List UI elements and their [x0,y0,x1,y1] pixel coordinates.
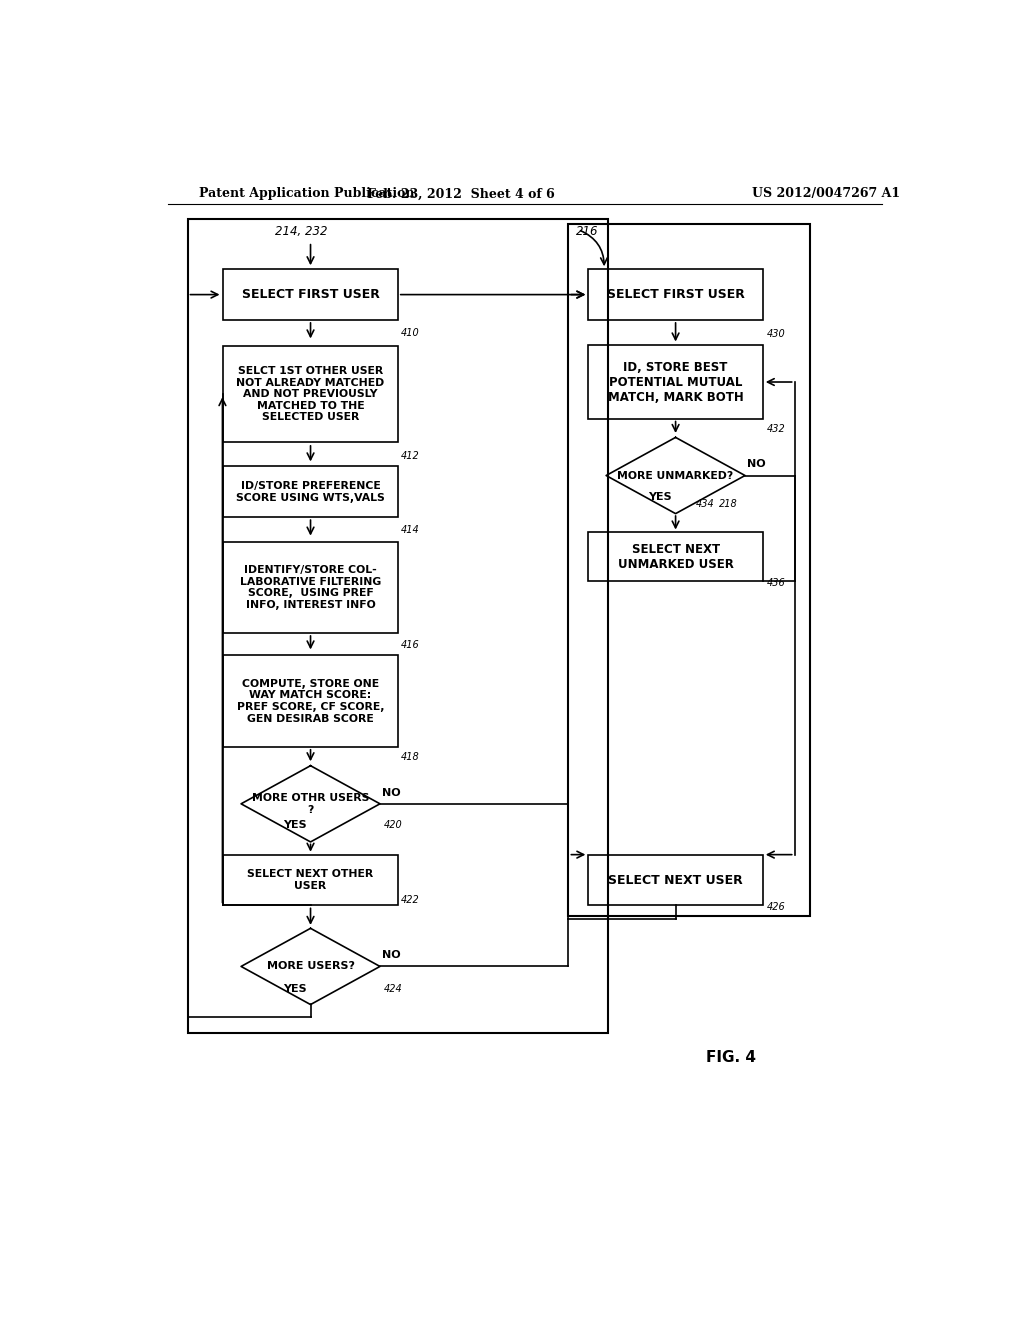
Text: 426: 426 [767,903,785,912]
Text: YES: YES [648,492,672,502]
Text: ID, STORE BEST
POTENTIAL MUTUAL
MATCH, MARK BOTH: ID, STORE BEST POTENTIAL MUTUAL MATCH, M… [607,360,743,404]
Text: 412: 412 [401,451,420,461]
Text: NO: NO [382,788,400,797]
Text: SELCT 1ST OTHER USER
NOT ALREADY MATCHED
AND NOT PREVIOUSLY
MATCHED TO THE
SELEC: SELCT 1ST OTHER USER NOT ALREADY MATCHED… [237,366,385,422]
FancyBboxPatch shape [588,532,763,581]
Text: IDENTIFY/STORE COL-
LABORATIVE FILTERING
SCORE,  USING PREF
INFO, INTEREST INFO: IDENTIFY/STORE COL- LABORATIVE FILTERING… [240,565,381,610]
FancyBboxPatch shape [223,269,397,319]
Text: 218: 218 [719,499,738,510]
Text: NO: NO [748,459,766,470]
Text: SELECT NEXT OTHER
USER: SELECT NEXT OTHER USER [248,870,374,891]
Text: COMPUTE, STORE ONE
WAY MATCH SCORE:
PREF SCORE, CF SCORE,
GEN DESIRAB SCORE: COMPUTE, STORE ONE WAY MATCH SCORE: PREF… [237,678,384,723]
Text: 422: 422 [401,895,420,906]
Text: 416: 416 [401,640,420,651]
FancyBboxPatch shape [223,541,397,634]
FancyBboxPatch shape [223,854,397,906]
FancyBboxPatch shape [223,346,397,442]
Text: 424: 424 [384,983,402,994]
Text: 430: 430 [767,329,785,339]
Text: 414: 414 [401,525,420,536]
FancyBboxPatch shape [223,656,397,747]
Text: 432: 432 [767,424,785,434]
Text: US 2012/0047267 A1: US 2012/0047267 A1 [753,187,900,201]
Text: 418: 418 [401,752,420,762]
FancyBboxPatch shape [588,854,763,906]
Text: SELECT NEXT USER: SELECT NEXT USER [608,874,743,887]
Text: YES: YES [284,820,307,830]
FancyBboxPatch shape [588,346,763,418]
Text: FIG. 4: FIG. 4 [707,1051,756,1065]
Text: MORE OTHR USERS
?: MORE OTHR USERS ? [252,793,370,814]
Text: SELECT NEXT
UNMARKED USER: SELECT NEXT UNMARKED USER [617,543,733,570]
Text: 216: 216 [577,224,599,238]
Text: 436: 436 [767,578,785,589]
Text: MORE USERS?: MORE USERS? [266,961,354,972]
Text: 410: 410 [401,329,420,338]
Text: SELECT FIRST USER: SELECT FIRST USER [242,288,380,301]
Text: ID/STORE PREFERENCE
SCORE USING WTS,VALS: ID/STORE PREFERENCE SCORE USING WTS,VALS [237,480,385,503]
Text: Patent Application Publication: Patent Application Publication [200,187,415,201]
Text: 420: 420 [384,820,402,830]
Text: 434: 434 [696,499,715,510]
Text: NO: NO [382,950,400,960]
Text: SELECT FIRST USER: SELECT FIRST USER [606,288,744,301]
Text: 214, 232: 214, 232 [274,224,328,238]
Text: MORE UNMARKED?: MORE UNMARKED? [617,470,734,480]
Text: Feb. 23, 2012  Sheet 4 of 6: Feb. 23, 2012 Sheet 4 of 6 [368,187,555,201]
FancyBboxPatch shape [588,269,763,319]
FancyBboxPatch shape [223,466,397,517]
Text: YES: YES [284,983,307,994]
